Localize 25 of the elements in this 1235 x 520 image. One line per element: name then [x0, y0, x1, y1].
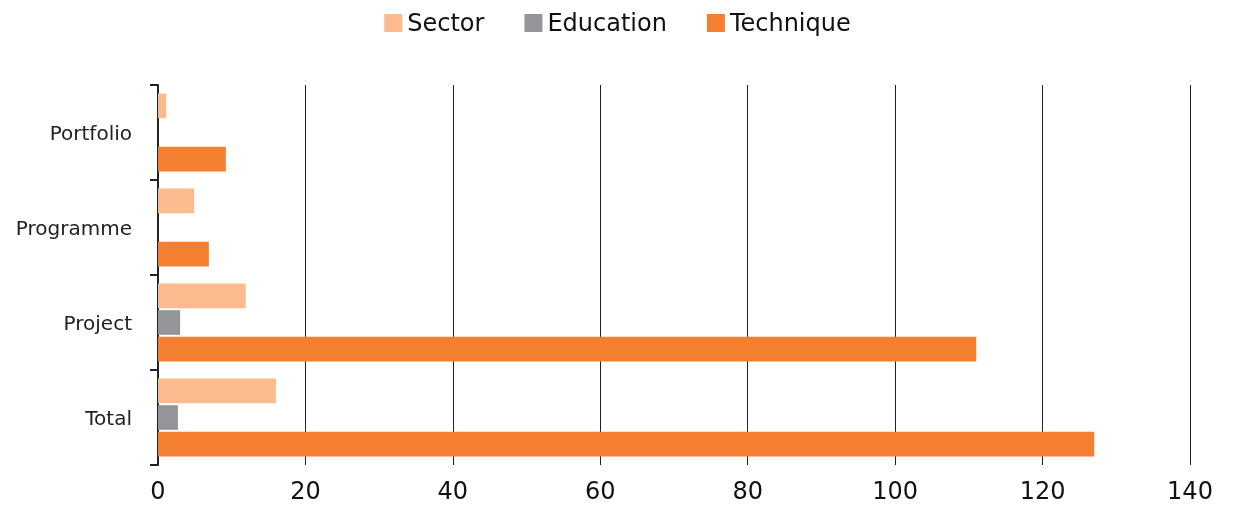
y-tick-label: Project	[63, 310, 133, 335]
bar	[158, 310, 181, 335]
bar	[158, 241, 209, 267]
x-tick-label: 80	[732, 477, 763, 505]
bar	[158, 378, 276, 404]
legend-label: Technique	[728, 9, 851, 37]
bar	[158, 336, 977, 362]
x-tick-label: 60	[585, 477, 616, 505]
bar	[158, 405, 178, 430]
x-tick-label: 20	[290, 477, 321, 505]
legend-label: Sector	[407, 9, 485, 37]
x-tick-label: 140	[1167, 477, 1213, 505]
bar	[158, 188, 195, 214]
bar	[158, 283, 246, 309]
bar	[158, 146, 226, 172]
bar	[158, 93, 167, 119]
x-tick-label: 40	[437, 477, 469, 505]
x-tick-label: 0	[150, 477, 166, 505]
y-tick-label: Portfolio	[49, 120, 132, 145]
x-tick-label: 120	[1019, 477, 1066, 505]
y-tick-label: Programme	[15, 215, 132, 240]
legend-label: Education	[547, 9, 667, 37]
y-tick-label: Total	[84, 405, 132, 430]
x-tick-label: 100	[872, 477, 919, 505]
bar	[158, 431, 1095, 457]
